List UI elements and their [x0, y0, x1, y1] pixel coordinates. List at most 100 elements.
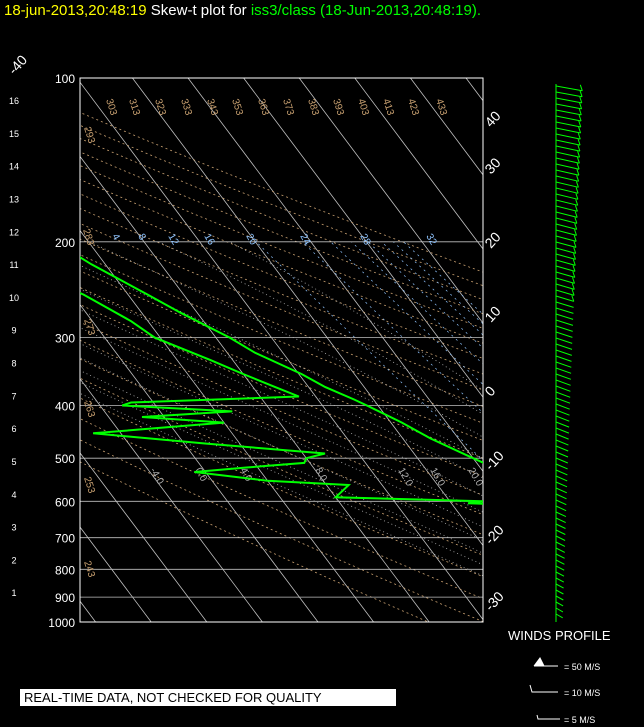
- dry-adiabat-line: [80, 193, 483, 359]
- wind-barb: [555, 523, 566, 529]
- wind-barb-flag: [575, 193, 579, 200]
- wind-barb: [555, 97, 582, 104]
- wind-barb: [555, 103, 582, 110]
- wind-barb: [555, 481, 568, 488]
- dry-adiabat-label: 263: [81, 400, 97, 420]
- wind-barb: [555, 607, 564, 613]
- wind-barb: [555, 163, 580, 170]
- wind-barb: [555, 241, 577, 248]
- moist-adiabat-label: 8.0: [312, 466, 329, 484]
- wind-barb: [555, 565, 565, 571]
- wind-barb: [555, 493, 567, 500]
- isobars: [80, 77, 483, 623]
- wind-barb: [555, 379, 571, 386]
- isotherm-line: [522, 78, 644, 622]
- mixing-ratio-label: 8: [135, 232, 148, 243]
- dry-adiabat-label: 313: [126, 98, 142, 118]
- quality-notice: REAL-TIME DATA, NOT CHECKED FOR QUALITY: [20, 689, 396, 706]
- wind-barb: [555, 115, 582, 122]
- wind-barb: [555, 193, 579, 200]
- wind-barb: [555, 343, 573, 350]
- dry-adiabat-label: 243: [81, 560, 97, 580]
- dry-adiabat-label: 363: [255, 98, 271, 118]
- sounding-traces: [80, 256, 483, 505]
- wind-barb: [555, 307, 574, 314]
- wind-barb-flag: [574, 229, 577, 236]
- wind-legend-5-label: = 5 M/S: [564, 715, 595, 725]
- dry-adiabat-line: [80, 270, 483, 441]
- wind-barb: [555, 475, 568, 482]
- wind-barb: [555, 235, 577, 242]
- wind-barb: [555, 559, 565, 565]
- wind-barb: [555, 199, 578, 206]
- temperature-tick-top: -40: [5, 52, 31, 78]
- mixing-ratio-label: 12: [165, 232, 180, 248]
- wind-barb: [555, 421, 570, 428]
- pressure-tick-label: 700: [55, 532, 75, 546]
- mixing-ratio-line: [330, 241, 483, 385]
- wind-barb: [555, 391, 571, 398]
- wind-barb: [555, 595, 564, 601]
- wind-barb: [555, 517, 566, 524]
- wind-barb: [555, 355, 572, 362]
- wind-legend-5-glyph: [536, 714, 560, 720]
- wind-barb-flag: [573, 235, 577, 242]
- moist-adiabat-label: -4.0: [147, 466, 165, 487]
- wind-barb: [555, 277, 575, 284]
- temperature-tick-right: 10: [481, 303, 503, 325]
- wind-barb-flag: [576, 175, 580, 182]
- temperature-trace: [80, 256, 483, 464]
- wind-barb: [555, 175, 579, 182]
- wind-barb: [555, 427, 570, 434]
- wind-barb-flag: [579, 84, 583, 91]
- dry-adiabat-label: 423: [405, 98, 421, 118]
- dry-adiabat-line: [80, 418, 483, 600]
- height-tick-label: 6: [11, 424, 16, 434]
- moist-adiabat-line: [80, 309, 483, 497]
- wind-barb: [555, 505, 567, 512]
- wind-barb: [555, 511, 567, 518]
- dry-adiabat-line: [80, 254, 483, 424]
- height-tick-label: 11: [9, 260, 18, 270]
- temperature-tick-right: 0: [481, 383, 498, 400]
- dry-adiabat-line: [80, 165, 483, 329]
- moist-adiabat-line: [80, 327, 483, 513]
- height-tick-label: 2: [11, 555, 16, 565]
- height-tick-label: 9: [11, 326, 16, 336]
- wind-barb-flag: [577, 138, 581, 146]
- dry-adiabat-line: [80, 321, 483, 496]
- wind-barb: [555, 463, 568, 470]
- dry-adiabat-label: 283: [80, 228, 96, 248]
- pressure-tick-label: 200: [55, 236, 75, 250]
- moist-adiabat-line: [80, 343, 483, 528]
- dry-adiabat-line: [80, 151, 483, 315]
- temperature-tick-right: -20: [481, 522, 507, 548]
- dry-adiabat-label: 383: [305, 98, 321, 118]
- mixing-ratio-line: [392, 241, 483, 325]
- isotherm-line: [80, 378, 263, 622]
- wind-barb: [555, 457, 568, 464]
- dry-adiabat-label: 293: [81, 126, 97, 146]
- title-label: Skew-t plot for: [150, 2, 247, 19]
- wind-barb: [555, 319, 574, 326]
- plot-frame: [79, 77, 484, 623]
- wind-barb: [555, 349, 572, 356]
- wind-barb: [555, 433, 569, 440]
- wind-barb-flag: [575, 181, 579, 188]
- mixing-ratio-line: [255, 241, 483, 461]
- wind-barb: [555, 385, 571, 392]
- wind-barb: [555, 571, 565, 577]
- moist-adiabat-line: [80, 357, 483, 542]
- wind-barb: [555, 217, 578, 224]
- dry-adiabat-line: [80, 287, 483, 459]
- temperature-tick-right: 30: [481, 154, 503, 176]
- isotherm-line: [0, 78, 40, 622]
- moist-adiabat-label: 12.0: [395, 466, 414, 489]
- dry-adiabat-line: [80, 377, 483, 556]
- pressure-tick-label: 400: [55, 400, 75, 414]
- wind-barb: [555, 259, 576, 266]
- height-tick-label: 8: [11, 359, 16, 369]
- isotherm-line: [354, 78, 483, 250]
- pressure-tick-label: 100: [55, 72, 75, 86]
